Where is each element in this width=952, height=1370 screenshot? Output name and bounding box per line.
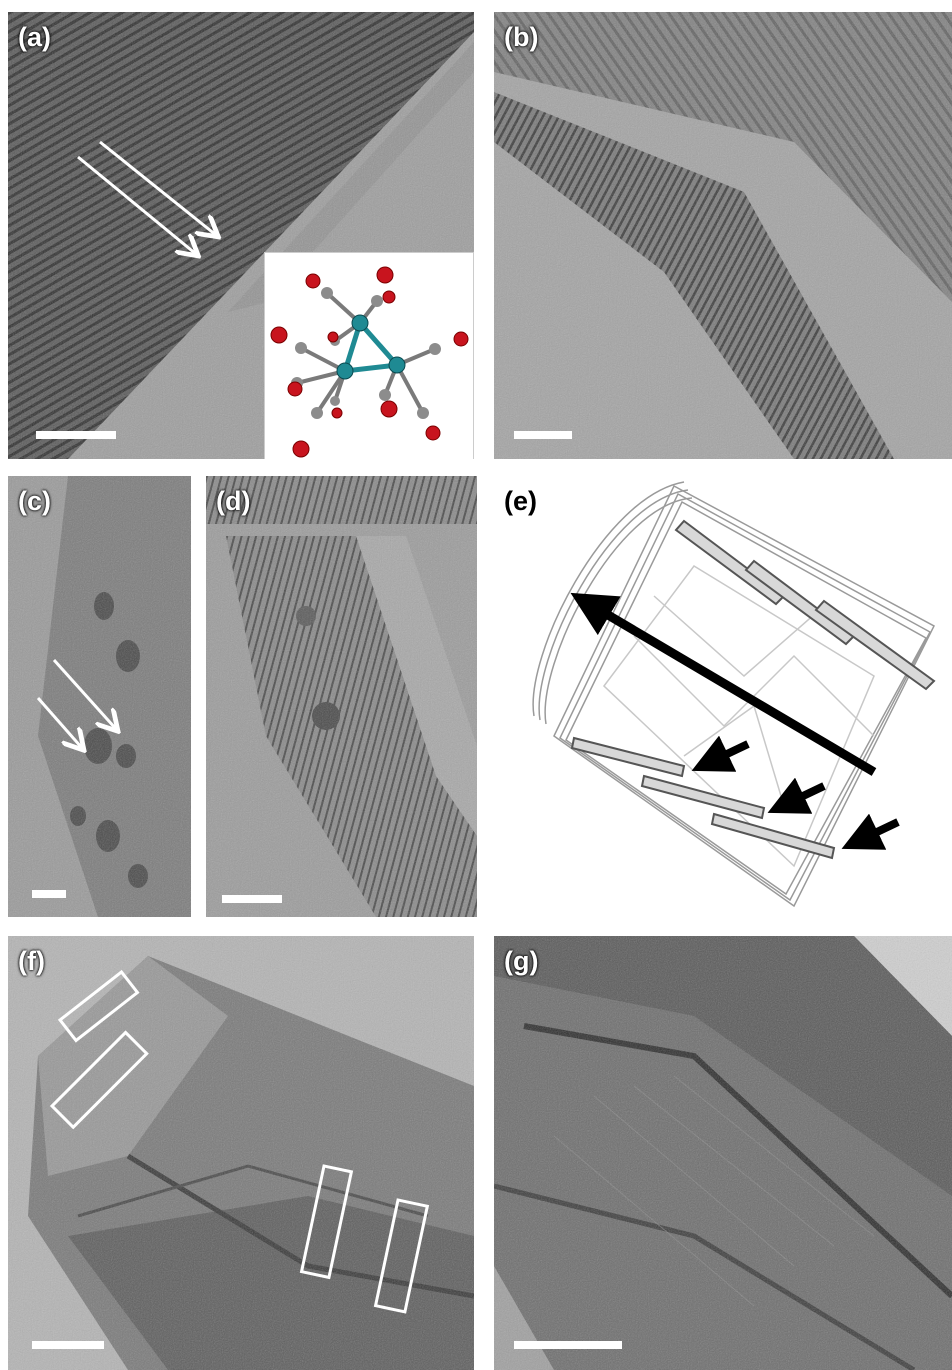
panel-label-a: (a) [18, 22, 51, 52]
panel-g: (g) [494, 936, 952, 1370]
scale-bar-d [222, 895, 282, 903]
panel-label-d: (d) [216, 486, 251, 516]
panel-g-micrograph [494, 936, 952, 1370]
panel-label-f: (f) [18, 946, 45, 976]
panel-a: (a) [8, 12, 474, 459]
arrow-a-2 [99, 140, 216, 235]
scale-bar-f [32, 1341, 104, 1349]
growth-direction-arrow [570, 592, 877, 776]
arrow-e-2 [767, 777, 826, 814]
panel-b-micrograph [494, 12, 952, 459]
panel-d-micrograph [206, 476, 477, 917]
cluster-molecule-icon [270, 266, 469, 458]
scale-bar-g [514, 1341, 622, 1349]
panel-f: (f) [8, 936, 474, 1370]
highlight-box-1 [57, 969, 140, 1043]
scale-bar-c [32, 890, 66, 898]
panel-label-c: (c) [18, 486, 51, 516]
panel-label-g: (g) [504, 946, 539, 976]
panel-label-e: (e) [504, 486, 537, 516]
arrow-e-3 [841, 813, 900, 850]
panel-d: (d) [206, 476, 477, 917]
panel-f-micrograph [8, 936, 474, 1370]
panel-e-schematic [532, 481, 936, 908]
arrow-e-1 [691, 735, 750, 772]
panel-c-micrograph [8, 476, 191, 917]
panel-e: (e) [494, 476, 952, 917]
highlight-box-3 [299, 1164, 354, 1280]
panel-c: (c) [8, 476, 191, 917]
arrow-a-1 [77, 155, 196, 254]
scale-bar-b [514, 431, 572, 439]
scale-bar-a [36, 431, 116, 439]
panel-label-b: (b) [504, 22, 539, 52]
panel-b: (b) [494, 12, 952, 459]
panel-a-micrograph [8, 12, 474, 459]
arrow-c-2 [36, 697, 82, 748]
arrow-c-1 [52, 658, 116, 729]
molecule-inset [264, 252, 474, 459]
highlight-box-4 [373, 1198, 430, 1314]
highlight-box-2 [49, 1030, 149, 1130]
